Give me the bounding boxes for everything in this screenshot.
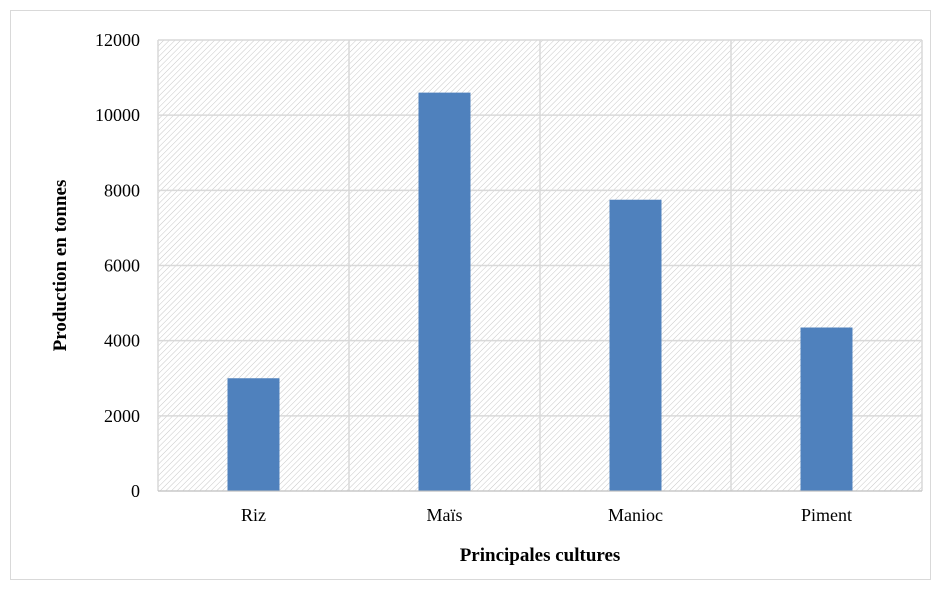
x-tick-label: Piment [801, 505, 852, 525]
bar-piment [800, 327, 853, 491]
x-tick-label: Maïs [427, 505, 463, 525]
x-tick-label: Manioc [608, 505, 663, 525]
gridlines [157, 39, 923, 492]
x-tick-label: Riz [241, 505, 266, 525]
x-axis-ticks: Riz Maïs Manioc Piment [241, 505, 852, 525]
y-tick-label: 12000 [95, 30, 140, 50]
y-tick-label: 10000 [95, 105, 140, 125]
y-axis-ticks: 0 2000 4000 6000 8000 10000 12000 [95, 30, 140, 501]
bars [227, 92, 853, 491]
bar-riz [227, 378, 280, 491]
y-tick-label: 8000 [104, 180, 140, 200]
y-tick-label: 0 [131, 481, 140, 501]
y-axis-title: Production en tonnes [50, 180, 71, 352]
y-tick-label: 2000 [104, 406, 140, 426]
y-tick-label: 6000 [104, 256, 140, 276]
y-tick-label: 4000 [104, 331, 140, 351]
bar-manioc [609, 199, 662, 491]
bar-maïs [418, 92, 471, 491]
x-axis-title: Principales cultures [460, 545, 621, 566]
